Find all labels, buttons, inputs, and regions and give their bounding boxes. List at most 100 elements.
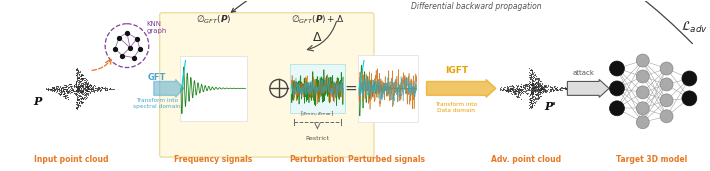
Point [530, 93, 541, 96]
Point [530, 84, 542, 86]
Point [70, 89, 82, 91]
Point [55, 85, 66, 88]
Point [73, 101, 84, 104]
Point [72, 86, 84, 89]
Point [70, 82, 81, 85]
Point [537, 88, 549, 91]
Point [530, 85, 541, 87]
Point [503, 84, 515, 87]
Point [65, 84, 77, 87]
Point [527, 99, 538, 102]
Point [512, 93, 523, 95]
Point [531, 77, 542, 80]
Point [58, 88, 70, 91]
Point [495, 87, 506, 90]
Point [537, 86, 548, 89]
Text: Transform into
Data domain: Transform into Data domain [435, 102, 477, 113]
Point [72, 77, 83, 80]
Point [82, 86, 94, 89]
Point [70, 92, 82, 95]
Point [48, 86, 59, 89]
Point [85, 83, 97, 86]
Point [527, 72, 538, 75]
Point [547, 86, 558, 89]
FancyArrow shape [427, 80, 496, 97]
Circle shape [636, 102, 649, 115]
Point [59, 83, 70, 86]
Point [518, 85, 529, 88]
Point [525, 91, 536, 94]
Point [551, 87, 562, 89]
Point [508, 90, 520, 92]
Point [60, 86, 71, 88]
Point [77, 97, 88, 100]
Circle shape [660, 78, 673, 91]
Point [559, 88, 571, 90]
Point [524, 84, 535, 86]
Point [511, 85, 523, 88]
Point [75, 85, 86, 88]
Point [507, 86, 518, 89]
Point [542, 87, 554, 90]
Point [82, 93, 93, 95]
Point [515, 87, 526, 90]
Point [531, 93, 542, 96]
Point [525, 89, 536, 92]
Point [532, 85, 544, 87]
Point [72, 86, 84, 89]
Point [58, 89, 69, 92]
Point [496, 88, 507, 91]
Point [87, 89, 99, 92]
Point [545, 90, 556, 92]
Point [528, 82, 539, 85]
Point [528, 95, 540, 97]
Point [526, 82, 537, 85]
Point [68, 84, 80, 87]
Point [552, 88, 564, 91]
Point [530, 97, 541, 100]
Point [74, 79, 85, 82]
Point [510, 90, 521, 93]
Point [73, 73, 84, 75]
Point [53, 88, 64, 90]
Point [80, 92, 91, 94]
Point [526, 71, 537, 74]
Point [76, 78, 87, 81]
Point [72, 89, 84, 92]
Point [526, 92, 537, 95]
Point [513, 89, 524, 92]
Point [527, 96, 538, 98]
Point [82, 81, 94, 83]
Point [83, 84, 94, 87]
Point [511, 95, 523, 98]
Point [523, 84, 535, 87]
Point [524, 93, 535, 95]
Point [60, 94, 72, 96]
Point [75, 99, 86, 102]
Point [73, 82, 84, 85]
Point [58, 86, 70, 88]
Point [58, 89, 70, 92]
Point [524, 106, 535, 108]
Point [524, 69, 535, 71]
Point [526, 71, 537, 74]
Point [523, 89, 535, 92]
Point [50, 86, 62, 89]
Point [89, 89, 100, 92]
Point [79, 87, 90, 90]
Point [76, 82, 87, 85]
Point [58, 89, 69, 92]
Point [503, 89, 514, 92]
Point [86, 88, 97, 91]
Text: $[\varepsilon_{min}, \varepsilon_{max}]$: $[\varepsilon_{min}, \varepsilon_{max}]$ [300, 109, 334, 118]
Circle shape [682, 71, 697, 86]
Point [526, 80, 537, 82]
Point [60, 83, 71, 86]
Point [532, 88, 543, 90]
Point [99, 86, 110, 89]
Point [513, 90, 525, 92]
Point [528, 86, 540, 89]
Point [527, 87, 538, 90]
Point [530, 101, 541, 104]
Point [496, 88, 508, 91]
